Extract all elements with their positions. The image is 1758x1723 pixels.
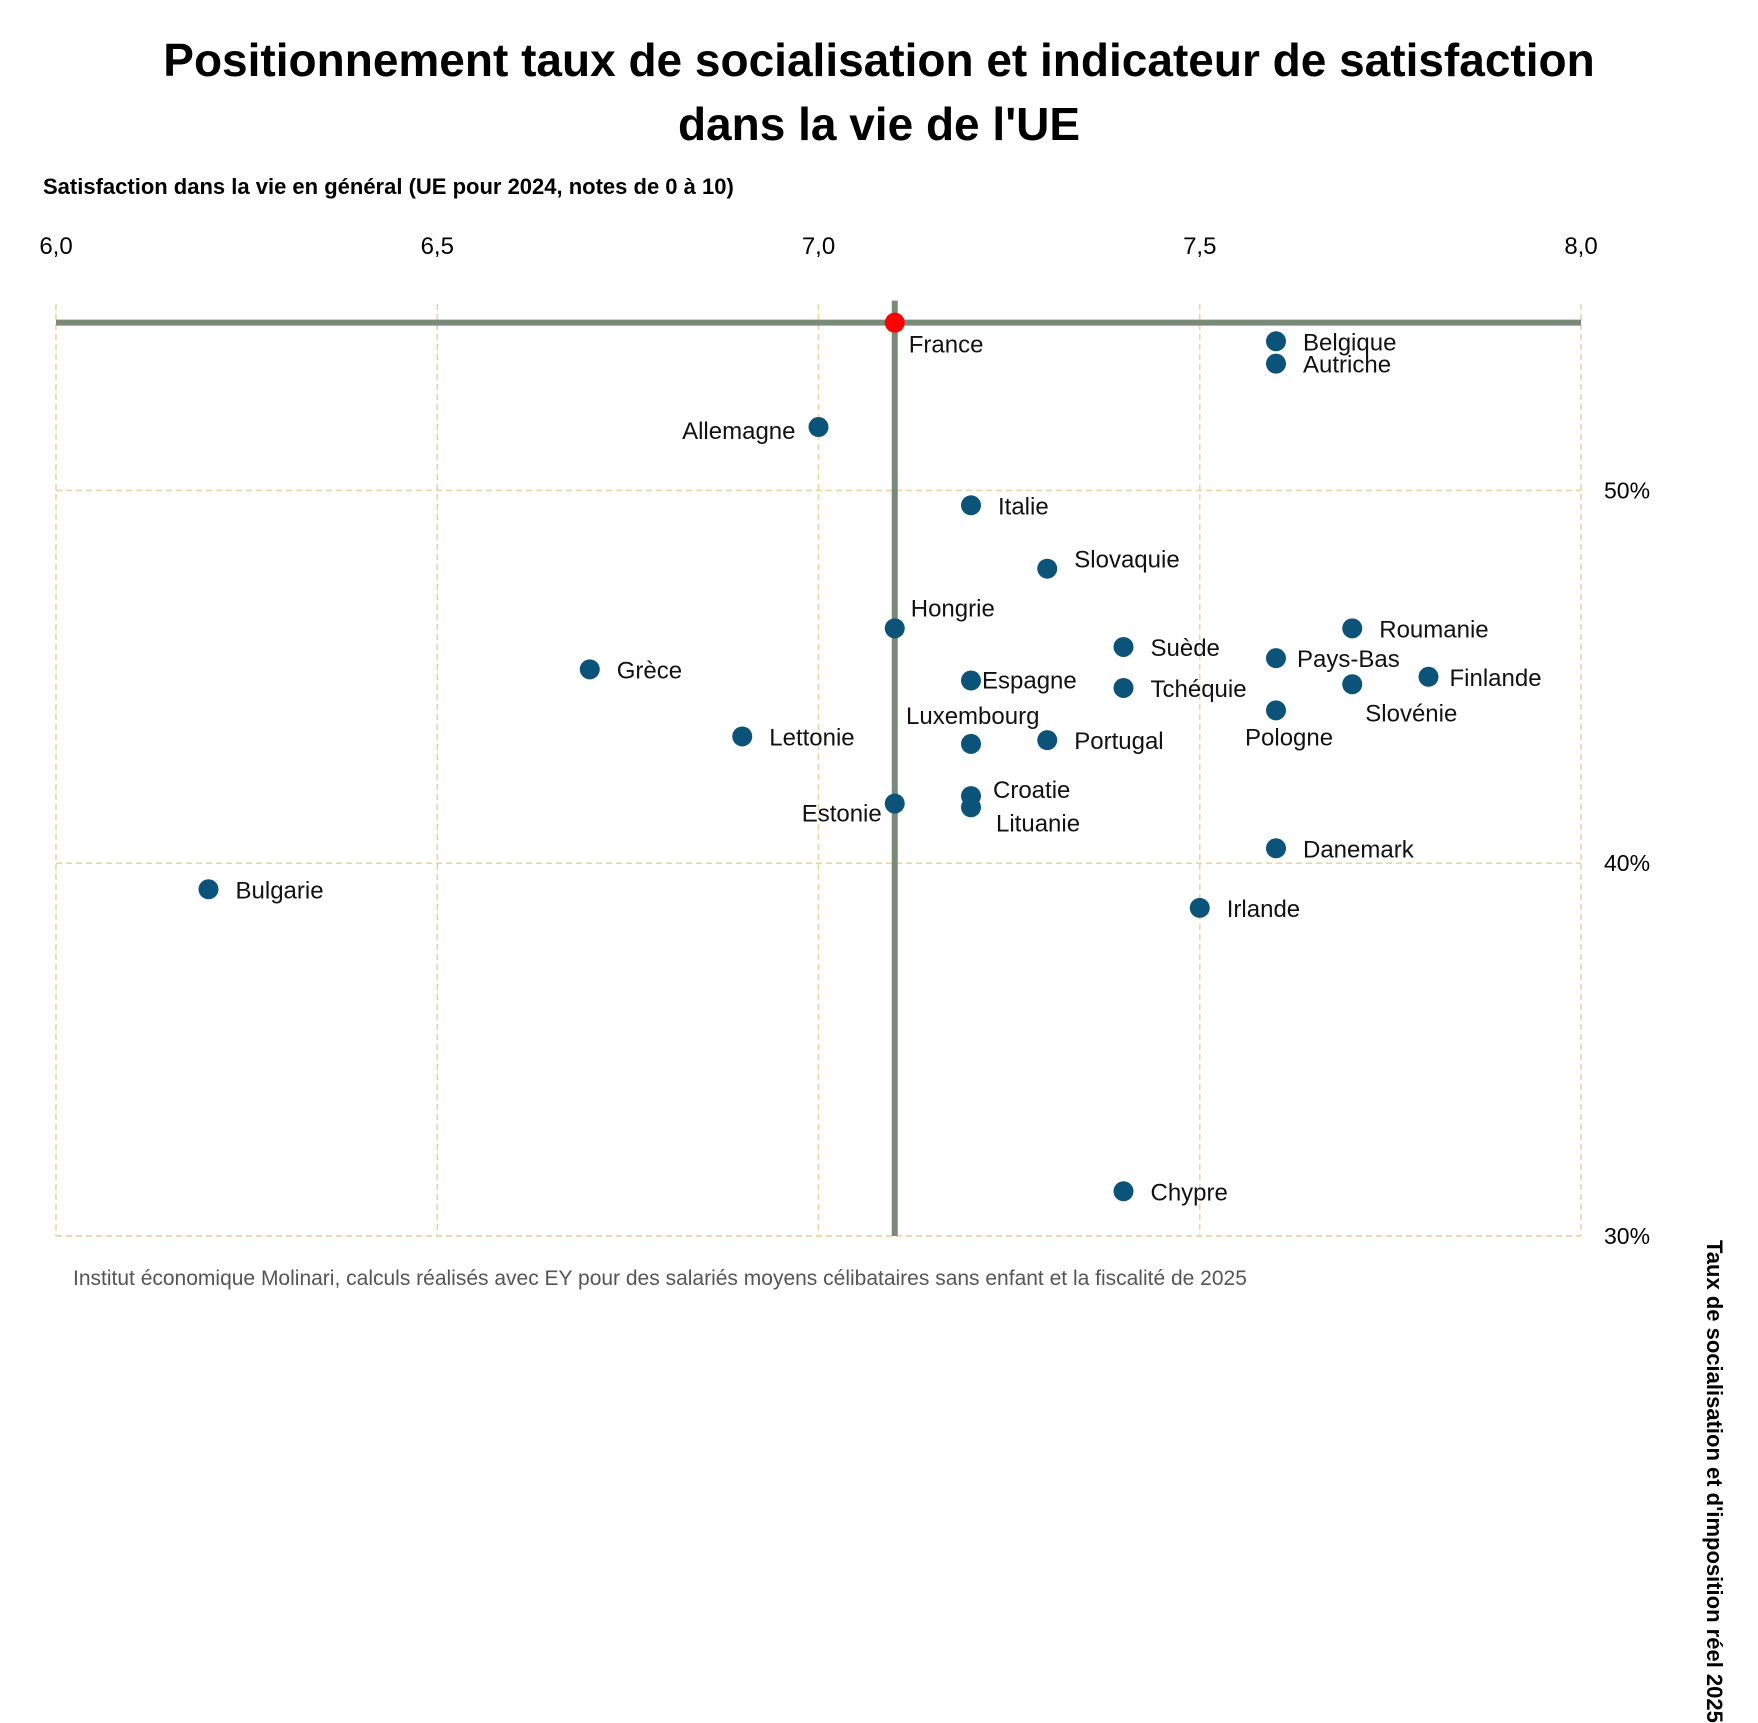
data-label-pologne: Pologne [1245, 724, 1333, 751]
data-point-lituanie [961, 797, 981, 818]
x-tick-label: 6,5 [421, 233, 454, 260]
data-label-roumanie: Roumanie [1379, 616, 1488, 643]
data-point-lettonie [732, 726, 753, 747]
data-point-slovaquie [1037, 558, 1058, 579]
data-point-roumanie [1342, 618, 1363, 639]
x-tick-label: 6,0 [39, 233, 72, 260]
x-tick-label: 7,5 [1183, 233, 1216, 260]
chart-title-line-2: dans la vie de l'UE [677, 98, 1081, 150]
x-tick-label: 7,0 [802, 233, 835, 260]
chart-title: Positionnement taux de socialisation et … [0, 28, 1758, 156]
data-point-espagne [961, 670, 981, 691]
data-point-pologne [1266, 700, 1286, 721]
data-point-slovénie [1342, 674, 1363, 695]
data-point-tchéquie [1113, 677, 1134, 698]
data-points-layer [198, 312, 1439, 1202]
source-note: Institut économique Molinari, calculs ré… [73, 1267, 1247, 1290]
data-point-chypre [1113, 1181, 1134, 1202]
data-label-slovénie: Slovénie [1365, 700, 1457, 727]
data-label-espagne: Espagne [982, 668, 1077, 695]
scatter-plot: 6,0 6,5 7,0 7,5 8,030%40%50% France BelgiqueA… [39, 233, 1650, 1249]
data-point-suède [1113, 636, 1134, 657]
x-axis-title: Satisfaction dans la vie en général (UE … [43, 174, 734, 199]
data-label-croatie: Croatie [993, 777, 1070, 804]
chart-title-line-1: Positionnement taux de socialisation et … [163, 34, 1595, 86]
data-point-finlande [1418, 666, 1439, 687]
data-label-belgique: Belgique [1303, 329, 1396, 356]
x-tick-label: 8,0 [1564, 233, 1597, 260]
data-label-lettonie: Lettonie [769, 724, 854, 751]
data-label-suède: Suède [1151, 635, 1220, 662]
data-point-autriche [1266, 353, 1286, 374]
data-label-grèce: Grèce [617, 657, 682, 684]
data-label-tchéquie: Tchéquie [1151, 676, 1247, 703]
y-tick-label: 40% [1604, 850, 1650, 876]
data-label-italie: Italie [998, 493, 1049, 520]
data-label-chypre: Chypre [1151, 1179, 1228, 1206]
data-label-slovaquie: Slovaquie [1074, 547, 1179, 574]
data-label-finlande: Finlande [1450, 665, 1542, 692]
data-label-france: France [909, 332, 984, 359]
data-point-france [884, 312, 905, 333]
data-label-lituanie: Lituanie [996, 810, 1080, 837]
reference-lines-layer [56, 300, 1581, 1236]
data-point-estonie [884, 793, 905, 814]
data-point-grèce [579, 659, 600, 680]
data-label-luxembourg: Luxembourg [906, 703, 1039, 730]
data-label-portugal: Portugal [1074, 728, 1163, 755]
data-point-danemark [1266, 838, 1286, 859]
y-tick-label: 50% [1604, 477, 1650, 503]
tick-label-layer: 6,0 6,5 7,0 7,5 8,0 30% 40% 50% [39, 233, 1650, 1249]
data-point-portugal [1037, 730, 1058, 751]
data-point-hongrie [884, 618, 905, 639]
data-point-bulgarie [198, 879, 219, 900]
data-label-pays-bas: Pays-Bas [1297, 646, 1400, 673]
data-point-pays-bas [1266, 648, 1286, 669]
data-point-italie [961, 495, 981, 516]
y-axis-title: Taux de socialisation et d'imposition ré… [1702, 1240, 1727, 1723]
data-label-bulgarie: Bulgarie [236, 877, 324, 904]
grid-layer [55, 304, 1582, 1237]
data-label-estonie: Estonie [802, 801, 882, 828]
data-label-hongrie: Hongrie [911, 595, 995, 622]
data-point-allemagne [808, 417, 829, 438]
data-label-allemagne: Allemagne [682, 418, 795, 445]
data-label-autriche: Autriche [1303, 352, 1391, 379]
data-label-irlande: Irlande [1227, 896, 1300, 923]
y-tick-label: 30% [1604, 1223, 1650, 1249]
data-point-luxembourg [961, 733, 981, 754]
data-point-irlande [1189, 897, 1210, 918]
data-label-danemark: Danemark [1303, 836, 1415, 863]
data-point-belgique [1266, 331, 1286, 352]
